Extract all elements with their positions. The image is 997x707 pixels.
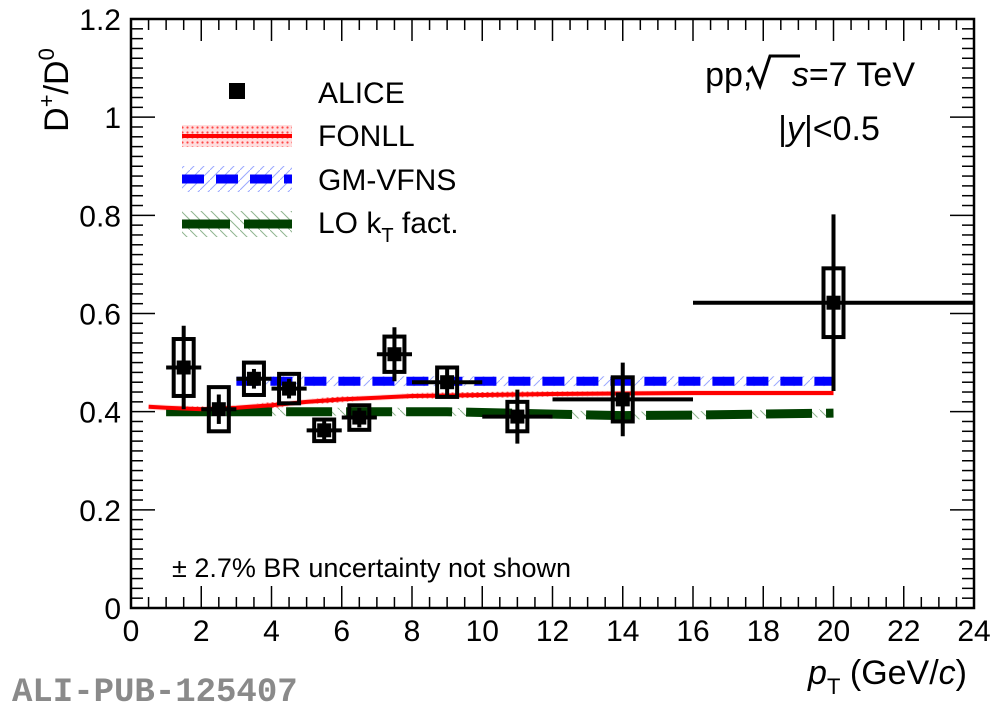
x-tick-label: 0	[123, 615, 140, 648]
alice-point	[236, 360, 272, 397]
x-tick-label: 18	[747, 615, 780, 648]
y-tick-label: 0.4	[79, 397, 121, 430]
legend-label-fonll: FONLL	[318, 120, 415, 153]
x-tick-label: 6	[333, 615, 350, 648]
legend-entry-alice: ALICE	[229, 77, 405, 110]
lo-kt-fact-curve	[166, 407, 834, 421]
alice-sys-box	[610, 375, 635, 424]
x-tick-label: 10	[466, 615, 499, 648]
x-axis-label: pT (GeV/c)	[807, 654, 967, 699]
legend-label-lo: LO kT fact.	[318, 207, 459, 247]
alice-sys-box	[435, 365, 460, 399]
alice-point	[166, 325, 202, 410]
alice-marker	[282, 381, 297, 396]
x-tick-label: 2	[193, 615, 210, 648]
alice-point	[693, 214, 974, 392]
alice-marker	[176, 360, 191, 375]
alice-point	[482, 389, 553, 444]
alice-point	[341, 403, 377, 432]
x-tick-label: 22	[887, 615, 920, 648]
sqrt-symbol-icon	[746, 54, 800, 91]
alice-point	[201, 385, 237, 434]
alice-marker	[317, 423, 332, 438]
y-tick-label: 0.2	[79, 495, 121, 528]
legend-marker-square-icon	[229, 83, 245, 99]
alice-point	[306, 417, 342, 444]
y-tick-labels: 0 0.2 0.4 0.6 0.8 1 1.2	[79, 4, 121, 626]
rapidity-label: |y|<0.5	[778, 110, 880, 148]
alice-sys-box	[382, 334, 407, 374]
br-uncertainty-note: ± 2.7% BR uncertainty not shown	[172, 553, 571, 583]
alice-marker	[440, 375, 455, 390]
y-tick-label: 1.2	[79, 4, 121, 37]
y-axis-label: D+/D0	[34, 48, 76, 132]
legend-label-gmvfns: GM-VFNS	[318, 164, 456, 197]
x-tick-label: 4	[263, 615, 280, 648]
collision-energy-label: pp, s=7 TeV	[705, 56, 915, 94]
collision-annotation: pp, s=7 TeV |y|<0.5	[705, 54, 915, 148]
alice-sys-box	[505, 399, 530, 434]
x-tick-labels: 0 2 4 6 8 10 12 14 16 18 20 22 24	[123, 615, 991, 648]
alice-marker	[387, 347, 402, 362]
alice-marker	[826, 295, 841, 310]
legend: ALICE FONLL GM-VFNS LO kT fact.	[182, 77, 459, 247]
alice-sys-box	[171, 337, 196, 398]
alice-point	[271, 371, 307, 406]
alice-data-points	[166, 214, 974, 444]
legend-entry-fonll: FONLL	[182, 120, 415, 153]
x-tick-label: 16	[676, 615, 709, 648]
y-tick-label: 1	[104, 102, 121, 135]
legend-label-alice: ALICE	[318, 77, 405, 110]
y-tick-label: 0	[104, 593, 121, 626]
alice-point	[552, 362, 693, 437]
publication-id: ALI-PUB-125407	[12, 674, 298, 707]
alice-sys-box	[206, 385, 231, 434]
alice-sys-box	[277, 371, 302, 406]
theory-curves	[148, 376, 834, 421]
fonll-curve	[148, 391, 834, 412]
alice-marker	[211, 402, 226, 417]
alice-sys-box	[241, 360, 266, 397]
alice-sys-box	[312, 417, 337, 444]
axis-ticks	[130, 18, 975, 609]
x-tick-label: 12	[536, 615, 569, 648]
alice-marker	[510, 409, 525, 424]
alice-marker	[352, 410, 367, 425]
y-tick-label: 0.6	[79, 299, 121, 332]
alice-point	[376, 327, 412, 382]
fonll-band	[148, 390, 834, 413]
x-tick-label: 20	[817, 615, 850, 648]
legend-entry-gmvfns: GM-VFNS	[182, 164, 456, 197]
alice-marker	[246, 371, 261, 386]
x-tick-label: 24	[957, 615, 990, 648]
y-tick-label: 0.8	[79, 200, 121, 233]
alice-point	[412, 365, 483, 399]
alice-sys-box	[821, 266, 846, 340]
x-tick-label: 14	[606, 615, 639, 648]
alice-sys-box	[347, 403, 372, 432]
x-tick-label: 8	[404, 615, 421, 648]
legend-entry-lo: LO kT fact.	[182, 207, 459, 247]
alice-marker	[615, 392, 630, 407]
